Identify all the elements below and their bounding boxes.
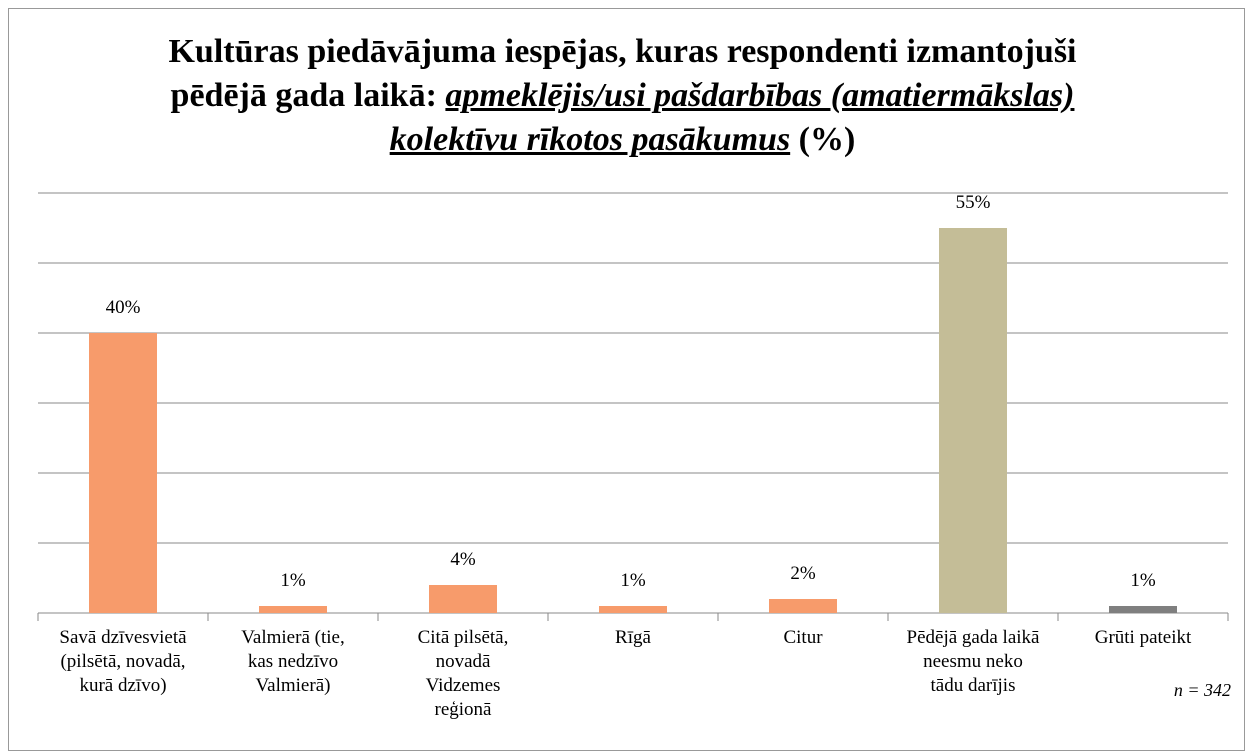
bar [599, 606, 667, 613]
bar [1109, 606, 1177, 613]
data-label: 4% [450, 549, 476, 570]
bar [429, 585, 497, 613]
x-tick-label: Citur [783, 627, 823, 648]
bar [769, 599, 837, 613]
x-tick-label: Savā dzīvesvietā (pilsētā, novadā, kurā … [59, 627, 187, 696]
bar [939, 228, 1007, 613]
x-tick-label: Rīgā [615, 627, 651, 648]
sample-note: n = 342 [1173, 680, 1231, 700]
bar [259, 606, 327, 613]
title-suffix: (%) [798, 121, 856, 158]
x-tick-label: Pēdējā gada laikā neesmu neko tādu darīj… [906, 627, 1040, 696]
data-label: 1% [1130, 570, 1156, 591]
data-label: 1% [280, 570, 306, 591]
bar [89, 333, 157, 613]
data-label: 55% [955, 192, 991, 213]
data-label: 40% [105, 297, 141, 318]
title-main: Kultūras piedāvājuma iespējas, kuras res… [168, 33, 1077, 114]
x-tick-label: Citā pilsētā, novadā Vidzemes reģionā [417, 627, 509, 720]
data-label: 1% [620, 570, 646, 591]
chart-title: Kultūras piedāvājuma iespējas, kuras res… [120, 30, 1125, 162]
x-tick-label: Grūti pateikt [1094, 627, 1192, 648]
title-emphasis: apmeklējis/usi pašdarbības (amatiermāksl… [389, 77, 1075, 158]
data-label: 2% [790, 563, 816, 584]
x-tick-label: Valmierā (tie, kas nedzīvo Valmierā) [241, 627, 345, 696]
